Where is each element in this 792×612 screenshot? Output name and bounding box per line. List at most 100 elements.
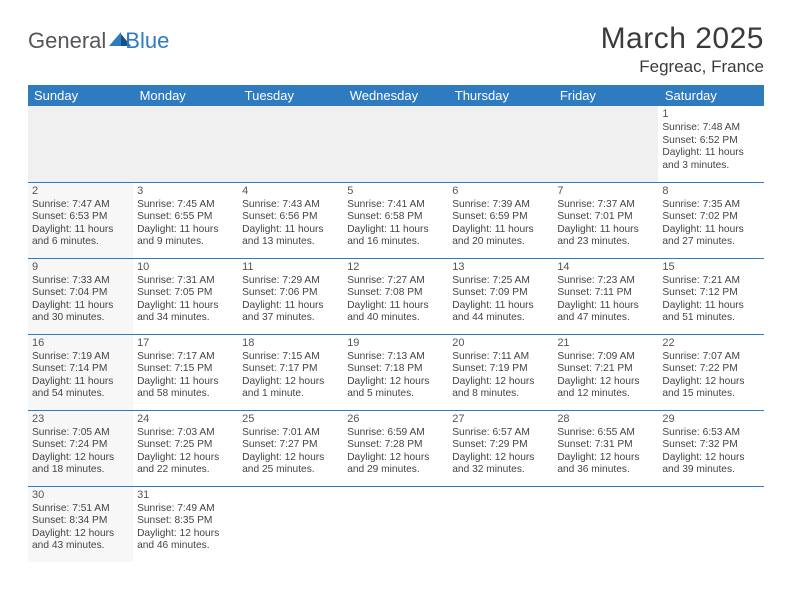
sunset-text: Sunset: 7:24 PM — [32, 439, 129, 451]
daylight-text: Daylight: 12 hours — [137, 528, 234, 540]
day-number: 15 — [662, 261, 759, 274]
day-number: 16 — [32, 337, 129, 350]
day-number: 4 — [242, 185, 339, 198]
day-header: Monday — [133, 85, 238, 106]
daylight-text: Daylight: 12 hours — [32, 528, 129, 540]
sunrise-text: Sunrise: 7:23 AM — [557, 275, 654, 287]
daylight-text: Daylight: 11 hours — [452, 300, 549, 312]
calendar-cell — [553, 486, 658, 562]
daylight-text: and 44 minutes. — [452, 312, 549, 324]
daylight-text: and 46 minutes. — [137, 540, 234, 552]
calendar-cell: 28Sunrise: 6:55 AMSunset: 7:31 PMDayligh… — [553, 410, 658, 486]
sunset-text: Sunset: 7:11 PM — [557, 287, 654, 299]
sunrise-text: Sunrise: 7:15 AM — [242, 351, 339, 363]
day-number: 14 — [557, 261, 654, 274]
sunset-text: Sunset: 7:25 PM — [137, 439, 234, 451]
sunset-text: Sunset: 7:17 PM — [242, 363, 339, 375]
calendar-page: General Blue March 2025 Fegreac, France … — [0, 0, 792, 572]
day-number: 26 — [347, 413, 444, 426]
day-header: Tuesday — [238, 85, 343, 106]
calendar-cell — [448, 486, 553, 562]
daylight-text: Daylight: 12 hours — [557, 376, 654, 388]
day-header: Wednesday — [343, 85, 448, 106]
sunset-text: Sunset: 7:27 PM — [242, 439, 339, 451]
calendar-cell — [28, 106, 133, 182]
sunrise-text: Sunrise: 7:01 AM — [242, 427, 339, 439]
daylight-text: and 54 minutes. — [32, 388, 129, 400]
daylight-text: Daylight: 12 hours — [662, 376, 759, 388]
sunrise-text: Sunrise: 7:19 AM — [32, 351, 129, 363]
daylight-text: Daylight: 11 hours — [137, 376, 234, 388]
daylight-text: and 43 minutes. — [32, 540, 129, 552]
daylight-text: and 51 minutes. — [662, 312, 759, 324]
day-number: 8 — [662, 185, 759, 198]
calendar-row: 9Sunrise: 7:33 AMSunset: 7:04 PMDaylight… — [28, 258, 764, 334]
day-number: 13 — [452, 261, 549, 274]
sunrise-text: Sunrise: 7:11 AM — [452, 351, 549, 363]
calendar-cell: 29Sunrise: 6:53 AMSunset: 7:32 PMDayligh… — [658, 410, 763, 486]
daylight-text: Daylight: 12 hours — [242, 452, 339, 464]
day-header: Thursday — [448, 85, 553, 106]
sunset-text: Sunset: 8:34 PM — [32, 515, 129, 527]
daylight-text: Daylight: 11 hours — [242, 300, 339, 312]
calendar-cell: 31Sunrise: 7:49 AMSunset: 8:35 PMDayligh… — [133, 486, 238, 562]
header: General Blue March 2025 Fegreac, France — [28, 22, 764, 77]
sunset-text: Sunset: 6:53 PM — [32, 211, 129, 223]
sunset-text: Sunset: 6:56 PM — [242, 211, 339, 223]
daylight-text: Daylight: 11 hours — [32, 376, 129, 388]
sunrise-text: Sunrise: 7:27 AM — [347, 275, 444, 287]
daylight-text: Daylight: 11 hours — [137, 300, 234, 312]
sunrise-text: Sunrise: 7:09 AM — [557, 351, 654, 363]
calendar-cell: 7Sunrise: 7:37 AMSunset: 7:01 PMDaylight… — [553, 182, 658, 258]
sunrise-text: Sunrise: 7:35 AM — [662, 199, 759, 211]
calendar-cell: 1Sunrise: 7:48 AMSunset: 6:52 PMDaylight… — [658, 106, 763, 182]
calendar-cell: 21Sunrise: 7:09 AMSunset: 7:21 PMDayligh… — [553, 334, 658, 410]
calendar-cell — [133, 106, 238, 182]
calendar-cell: 9Sunrise: 7:33 AMSunset: 7:04 PMDaylight… — [28, 258, 133, 334]
daylight-text: and 22 minutes. — [137, 464, 234, 476]
sunset-text: Sunset: 7:18 PM — [347, 363, 444, 375]
sunset-text: Sunset: 7:01 PM — [557, 211, 654, 223]
daylight-text: and 18 minutes. — [32, 464, 129, 476]
sunset-text: Sunset: 7:32 PM — [662, 439, 759, 451]
daylight-text: Daylight: 11 hours — [662, 224, 759, 236]
daylight-text: Daylight: 12 hours — [137, 452, 234, 464]
daylight-text: Daylight: 11 hours — [662, 300, 759, 312]
day-header-row: Sunday Monday Tuesday Wednesday Thursday… — [28, 85, 764, 106]
logo-word1: General — [28, 28, 106, 54]
day-number: 27 — [452, 413, 549, 426]
day-number: 17 — [137, 337, 234, 350]
logo-word2: Blue — [125, 28, 169, 54]
calendar-cell: 8Sunrise: 7:35 AMSunset: 7:02 PMDaylight… — [658, 182, 763, 258]
daylight-text: and 5 minutes. — [347, 388, 444, 400]
day-header: Saturday — [658, 85, 763, 106]
daylight-text: and 36 minutes. — [557, 464, 654, 476]
location: Fegreac, France — [601, 57, 764, 77]
calendar-row: 16Sunrise: 7:19 AMSunset: 7:14 PMDayligh… — [28, 334, 764, 410]
calendar-cell: 19Sunrise: 7:13 AMSunset: 7:18 PMDayligh… — [343, 334, 448, 410]
sunset-text: Sunset: 7:04 PM — [32, 287, 129, 299]
daylight-text: Daylight: 11 hours — [137, 224, 234, 236]
daylight-text: and 25 minutes. — [242, 464, 339, 476]
daylight-text: and 37 minutes. — [242, 312, 339, 324]
calendar-cell — [658, 486, 763, 562]
sunrise-text: Sunrise: 7:29 AM — [242, 275, 339, 287]
sunset-text: Sunset: 7:28 PM — [347, 439, 444, 451]
sunset-text: Sunset: 7:22 PM — [662, 363, 759, 375]
sunset-text: Sunset: 7:31 PM — [557, 439, 654, 451]
sunrise-text: Sunrise: 7:37 AM — [557, 199, 654, 211]
sunrise-text: Sunrise: 6:59 AM — [347, 427, 444, 439]
sunrise-text: Sunrise: 7:31 AM — [137, 275, 234, 287]
sunset-text: Sunset: 7:21 PM — [557, 363, 654, 375]
calendar-cell — [343, 486, 448, 562]
day-number: 31 — [137, 489, 234, 502]
day-number: 18 — [242, 337, 339, 350]
daylight-text: and 1 minute. — [242, 388, 339, 400]
day-number: 21 — [557, 337, 654, 350]
sunrise-text: Sunrise: 7:03 AM — [137, 427, 234, 439]
daylight-text: Daylight: 12 hours — [557, 452, 654, 464]
calendar-cell: 12Sunrise: 7:27 AMSunset: 7:08 PMDayligh… — [343, 258, 448, 334]
day-number: 23 — [32, 413, 129, 426]
calendar-cell: 5Sunrise: 7:41 AMSunset: 6:58 PMDaylight… — [343, 182, 448, 258]
day-number: 19 — [347, 337, 444, 350]
